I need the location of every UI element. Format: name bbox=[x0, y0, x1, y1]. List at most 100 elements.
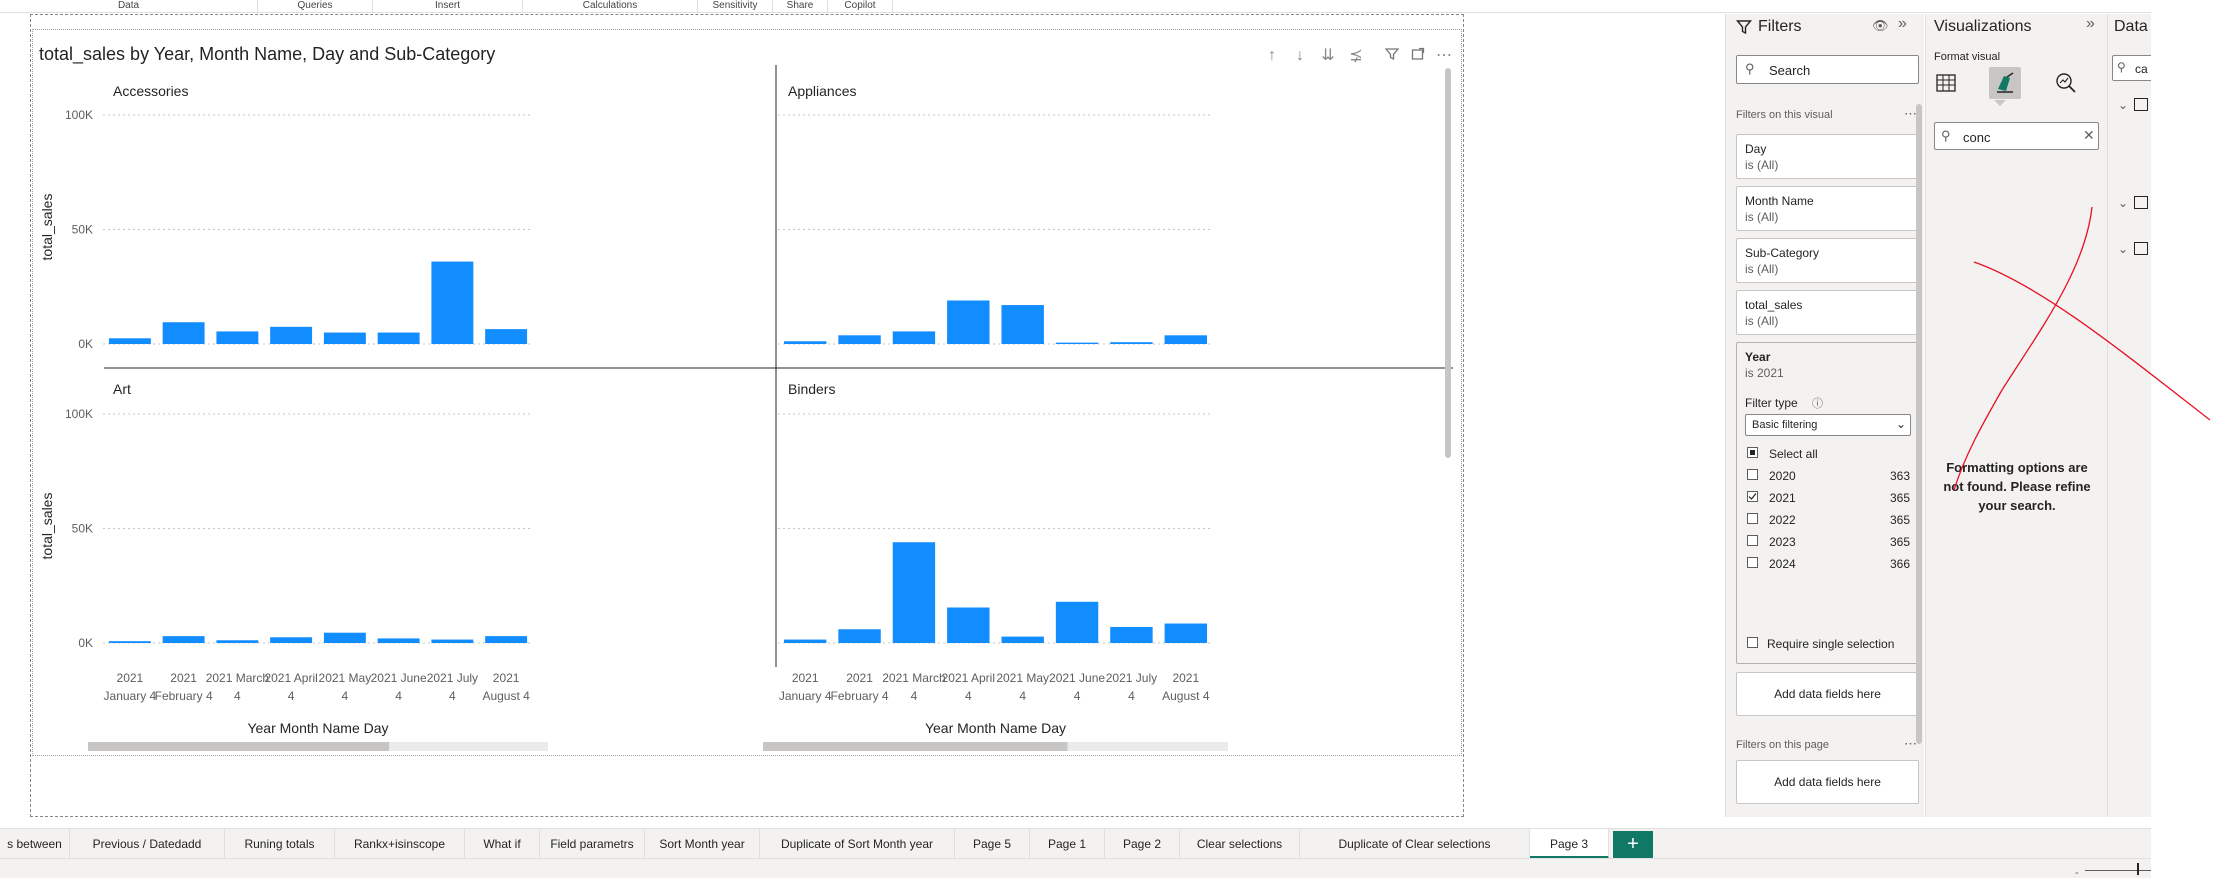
filter-card-state: is (All) bbox=[1745, 314, 1779, 328]
page-tabs-bar: s between Previous / Datedadd Runing tot… bbox=[0, 828, 2151, 859]
bar-binders bbox=[838, 629, 881, 643]
zoom-minus-icon[interactable]: - bbox=[2075, 867, 2079, 879]
filter-card-sub-category[interactable]: Sub-Category is (All) bbox=[1736, 238, 1919, 283]
focus-mode-icon[interactable] bbox=[1409, 47, 1427, 65]
chevron-down-icon: ⌄ bbox=[1896, 417, 1907, 431]
data-pane: Data ⚲ ca ⌄ ⌄ ⌄ bbox=[2107, 14, 2151, 817]
page-tab[interactable]: Runing totals bbox=[225, 829, 335, 859]
checkbox[interactable] bbox=[1747, 491, 1758, 502]
filter-icon[interactable] bbox=[1383, 47, 1401, 65]
chevron-down-icon[interactable]: ⌄ bbox=[2118, 242, 2129, 256]
format-search-box[interactable]: ⚲ conc ✕ bbox=[1934, 122, 2099, 150]
expand-hierarchy-icon[interactable]: ⪱ bbox=[1349, 47, 1363, 64]
x-tick-label: 4 bbox=[1019, 689, 1026, 703]
double-arrow-down-icon[interactable]: ⇊ bbox=[1321, 47, 1335, 64]
bar-binders bbox=[892, 542, 936, 643]
data-search-box[interactable]: ⚲ ca bbox=[2112, 55, 2151, 81]
page-tab[interactable]: What if bbox=[465, 829, 540, 859]
page-tab[interactable]: Rankx+isinscope bbox=[335, 829, 465, 859]
search-icon: ⚲ bbox=[1941, 128, 1951, 143]
filter-type-value: Basic filtering bbox=[1752, 419, 1818, 431]
eye-icon[interactable]: 👁 bbox=[1872, 18, 1889, 33]
y-tick-label: 100K bbox=[65, 407, 93, 421]
filter-card-month-name[interactable]: Month Name is (All) bbox=[1736, 186, 1919, 231]
checkbox[interactable] bbox=[1747, 535, 1758, 546]
filter-option-select-all[interactable]: Select all bbox=[1745, 444, 1915, 462]
x-tick-label: 2021 March bbox=[882, 671, 945, 685]
checkbox[interactable] bbox=[1747, 513, 1758, 524]
filter-card-field: Sub-Category bbox=[1745, 246, 1820, 260]
zoom-slider-thumb[interactable] bbox=[2137, 863, 2139, 875]
checkbox[interactable] bbox=[1747, 637, 1758, 648]
bar-accessories bbox=[108, 338, 151, 344]
collapse-filters-icon[interactable]: » bbox=[1898, 15, 1907, 32]
ribbon-group-copilot: Copilot bbox=[828, 0, 893, 12]
page-tab[interactable]: Field parametrs bbox=[540, 829, 645, 859]
option-label: 2022 bbox=[1769, 513, 1796, 527]
page-tab[interactable]: Duplicate of Sort Month year bbox=[760, 829, 955, 859]
arrow-up-icon[interactable]: ↑ bbox=[1268, 47, 1276, 64]
page-tab[interactable]: Clear selections bbox=[1180, 829, 1300, 859]
page-tab[interactable]: Previous / Datedadd bbox=[70, 829, 225, 859]
filters-title: Filters bbox=[1758, 18, 1802, 35]
option-label: 2023 bbox=[1769, 535, 1796, 549]
add-data-fields-visual[interactable]: Add data fields here bbox=[1736, 672, 1919, 716]
add-page-button[interactable]: + bbox=[1613, 831, 1653, 858]
clear-icon[interactable]: ✕ bbox=[2083, 127, 2095, 143]
page-tab-active[interactable]: Page 3 bbox=[1530, 829, 1609, 859]
x-tick-label: 2021 bbox=[792, 671, 819, 685]
y-axis-title: total_sales bbox=[39, 194, 55, 261]
page-tab[interactable]: Page 1 bbox=[1030, 829, 1105, 859]
add-data-fields-page[interactable]: Add data fields here bbox=[1736, 760, 1919, 804]
filters-on-visual-label: Filters on this visual bbox=[1736, 109, 1833, 121]
checkbox[interactable] bbox=[1747, 447, 1758, 458]
bar-art bbox=[108, 641, 151, 643]
checkbox[interactable] bbox=[1747, 469, 1758, 480]
filter-card-total-sales[interactable]: total_sales is (All) bbox=[1736, 290, 1919, 335]
require-single-selection[interactable]: Require single selection bbox=[1745, 635, 1915, 653]
analytics-icon[interactable] bbox=[2052, 69, 2080, 97]
filters-search-box[interactable]: ⚲ Search bbox=[1736, 55, 1919, 84]
chevron-down-icon[interactable]: ⌄ bbox=[2118, 98, 2129, 112]
filter-option-2022[interactable]: 2022 365 bbox=[1745, 510, 1915, 528]
panel-title: Accessories bbox=[113, 83, 188, 99]
page-tab[interactable]: Page 2 bbox=[1105, 829, 1180, 859]
filter-option-2020[interactable]: 2020 363 bbox=[1745, 466, 1915, 484]
zoom-slider[interactable] bbox=[2085, 870, 2151, 871]
format-visual-icon[interactable] bbox=[1989, 67, 2021, 99]
option-count: 365 bbox=[1890, 535, 1911, 549]
filter-card-field: Day bbox=[1745, 142, 1767, 156]
bar-appliances bbox=[1001, 305, 1044, 344]
filter-option-2023[interactable]: 2023 365 bbox=[1745, 532, 1915, 550]
filter-card-year[interactable]: Year is 2021 Filter type ⓘ Basic filteri… bbox=[1736, 342, 1919, 664]
filter-option-2024[interactable]: 2024 366 bbox=[1745, 554, 1915, 572]
small-multiples-bar-chart[interactable]: total_sales by Year, Month Name, Day and… bbox=[32, 29, 1462, 756]
x-tick-label: 2021 bbox=[170, 671, 197, 685]
x-tick-label: 4 bbox=[449, 689, 456, 703]
more-options-icon[interactable]: ⋯ bbox=[1904, 736, 1917, 751]
add-fields-label: Add data fields here bbox=[1774, 775, 1881, 789]
bar-appliances bbox=[1110, 342, 1153, 344]
x-tick-label: February 4 bbox=[155, 689, 213, 703]
chevron-down-icon[interactable]: ⌄ bbox=[2118, 196, 2129, 210]
more-options-icon[interactable]: ⋯ bbox=[1436, 47, 1452, 64]
filter-card-day[interactable]: Day is (All) bbox=[1736, 134, 1919, 179]
page-tab[interactable]: Sort Month year bbox=[645, 829, 760, 859]
filter-option-2021[interactable]: 2021 365 bbox=[1745, 488, 1915, 506]
collapse-visualizations-icon[interactable]: » bbox=[2086, 15, 2095, 32]
more-options-icon[interactable]: ⋯ bbox=[1904, 106, 1917, 121]
page-tab[interactable]: s between bbox=[0, 829, 70, 859]
page-tab[interactable]: Page 5 bbox=[955, 829, 1030, 859]
page-tab[interactable]: Duplicate of Clear selections bbox=[1300, 829, 1530, 859]
ribbon-group-queries: Queries bbox=[258, 0, 373, 12]
x-tick-label: 2021 April bbox=[942, 671, 995, 685]
x-axis-title: Year Month Name Day bbox=[925, 720, 1066, 736]
filters-scrollbar[interactable] bbox=[1916, 104, 1922, 744]
bar-appliances bbox=[838, 335, 881, 344]
filter-type-dropdown[interactable]: Basic filtering ⌄ bbox=[1745, 414, 1911, 436]
option-count: 366 bbox=[1890, 557, 1911, 571]
filters-search-placeholder: Search bbox=[1769, 63, 1811, 78]
build-visual-icon[interactable] bbox=[1932, 69, 1960, 97]
checkbox[interactable] bbox=[1747, 557, 1758, 568]
arrow-down-icon[interactable]: ↓ bbox=[1296, 47, 1304, 64]
